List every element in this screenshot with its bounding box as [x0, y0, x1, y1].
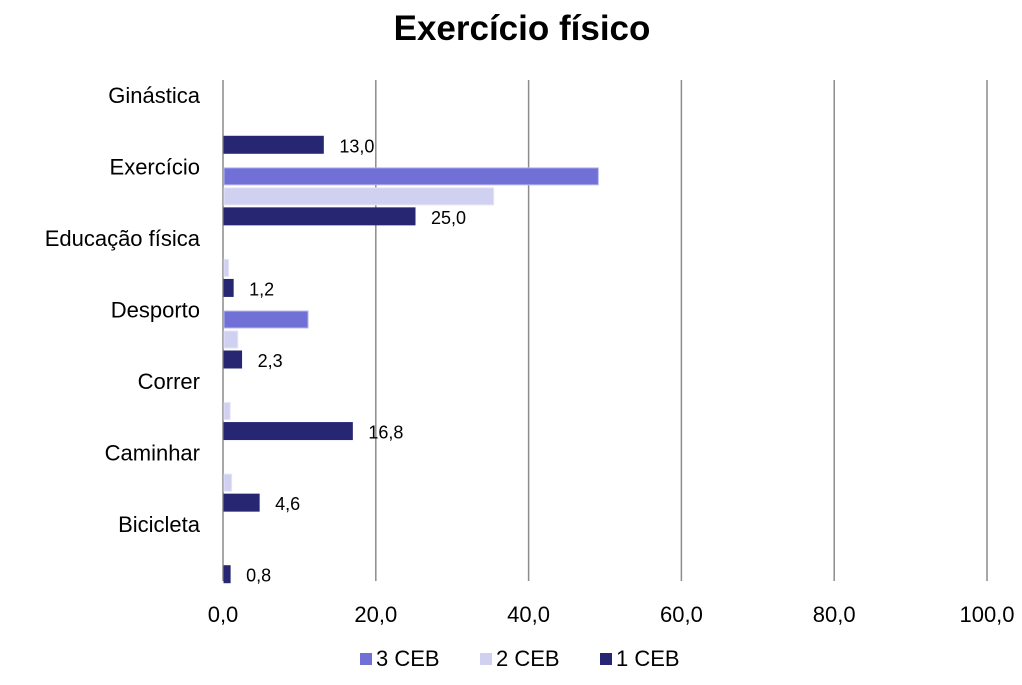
legend-label: 2 CEB [496, 646, 560, 671]
bar-1-ceb [223, 135, 324, 154]
x-tick-label: 60,0 [660, 602, 703, 627]
bar-1-ceb [223, 350, 243, 369]
bar-2-ceb [223, 187, 495, 206]
category-label: Exercício [110, 154, 200, 179]
legend-swatch [600, 653, 612, 665]
data-label: 2,3 [258, 351, 283, 371]
bars [223, 135, 599, 584]
data-label: 1,2 [249, 279, 274, 299]
legend-swatch [480, 653, 492, 665]
legend-swatch [360, 653, 372, 665]
x-tick-label: 80,0 [813, 602, 856, 627]
bar-1-ceb [223, 493, 260, 512]
x-tick-label: 100,0 [959, 602, 1014, 627]
x-tick-label: 0,0 [208, 602, 239, 627]
category-label: Educação física [45, 226, 201, 251]
x-tick-label: 40,0 [507, 602, 550, 627]
bar-3-ceb [223, 310, 309, 329]
x-tick-label: 20,0 [354, 602, 397, 627]
bar-1-ceb [223, 422, 353, 441]
chart-title: Exercício físico [394, 9, 651, 48]
data-label: 0,8 [246, 566, 271, 586]
bar-3-ceb [223, 167, 599, 186]
bar-1-ceb [223, 278, 234, 297]
legend-label: 3 CEB [376, 646, 440, 671]
legend: 3 CEB 2 CEB 1 CEB [360, 646, 680, 671]
category-label: Caminhar [105, 441, 200, 466]
data-label: 4,6 [275, 494, 300, 514]
legend-label: 1 CEB [616, 646, 680, 671]
bar-2-ceb [223, 473, 233, 492]
data-label: 16,8 [368, 423, 403, 443]
category-label: Desporto [111, 298, 200, 323]
gridlines [222, 80, 988, 581]
data-label: 13,0 [339, 136, 374, 156]
category-labels: Ginástica Exercício Educação física Desport… [45, 83, 201, 537]
x-tick-labels: 0,0 20,0 40,0 60,0 80,0 100,0 [208, 602, 1015, 627]
data-labels: 13,0 25,0 1,2 2,3 16,8 4,6 0,8 [246, 136, 466, 585]
bar-2-ceb [223, 330, 239, 349]
bar-1-ceb [223, 565, 231, 584]
bar-2-ceb [223, 402, 231, 421]
bar-2-ceb [223, 258, 230, 277]
data-label: 25,0 [431, 208, 466, 228]
category-label: Correr [138, 369, 200, 394]
category-label: Ginástica [108, 83, 200, 108]
bar-1-ceb [223, 207, 416, 226]
category-label: Bicicleta [118, 512, 201, 537]
